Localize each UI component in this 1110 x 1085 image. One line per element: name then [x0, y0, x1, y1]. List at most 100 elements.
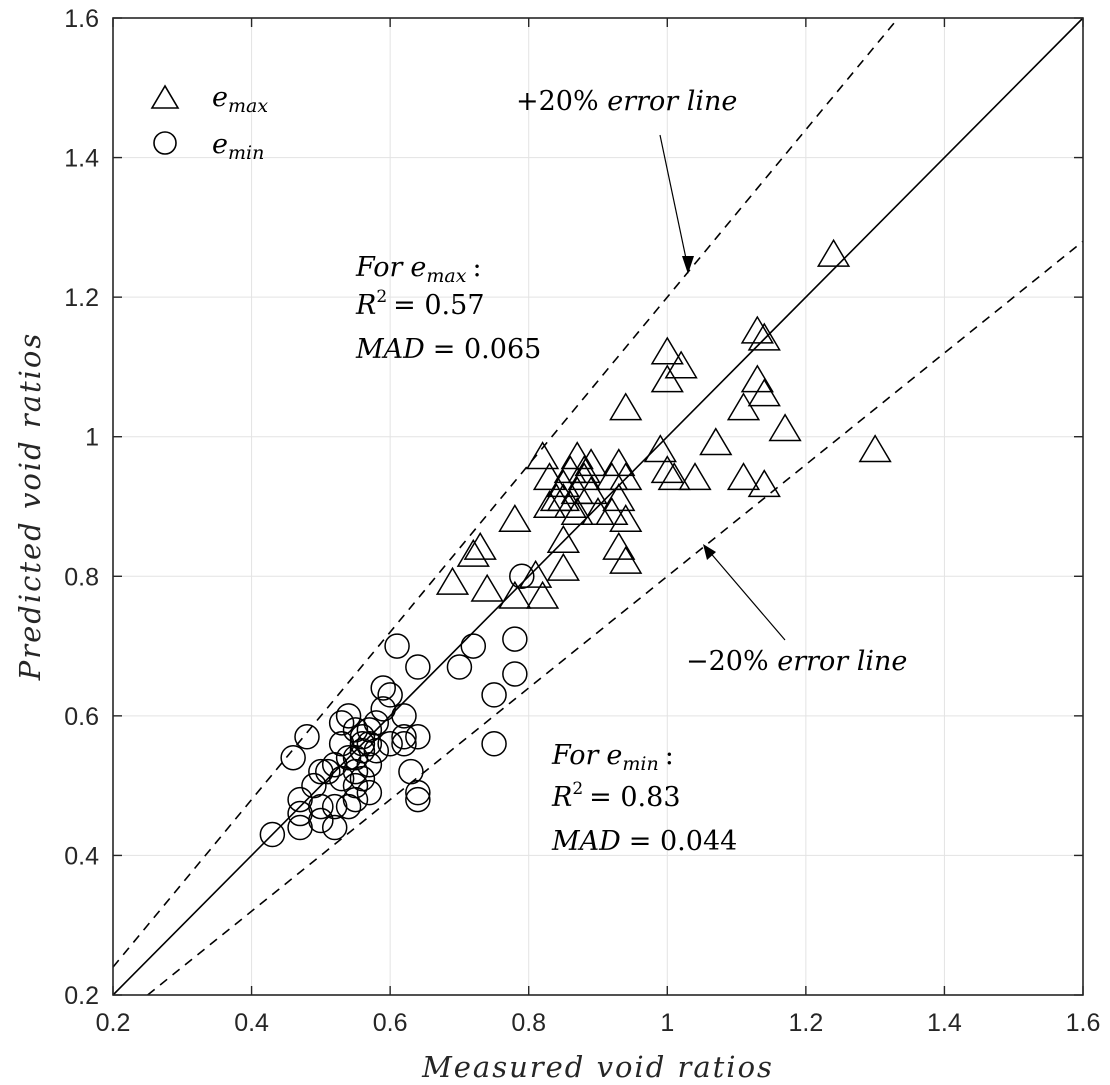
- reference-lines: [112, 17, 1084, 996]
- emin-point: [349, 731, 376, 757]
- legend-triangle-marker: [150, 84, 180, 109]
- emax-point: [650, 364, 684, 393]
- annotation-arrows: [659, 134, 786, 641]
- emin-point: [370, 696, 396, 722]
- emax-point: [567, 455, 601, 484]
- emax-point: [532, 490, 567, 519]
- y-tick-label: 0.4: [64, 842, 99, 870]
- minus-20-error-line: [147, 240, 1084, 996]
- emin-point: [481, 731, 507, 757]
- plus-20-error-line-label: +20% error line: [516, 86, 737, 117]
- emax-point: [525, 441, 560, 470]
- emin-point: [342, 758, 369, 785]
- emax-point: [768, 413, 802, 442]
- emin-point: [342, 786, 369, 813]
- emax-point: [747, 378, 781, 407]
- x-tick-label: 0.8: [511, 1009, 546, 1037]
- emax-point: [498, 580, 532, 609]
- emin-point: [377, 682, 403, 708]
- emax-point: [726, 392, 761, 421]
- emin-point: [287, 786, 313, 813]
- emin-point: [287, 800, 313, 827]
- emax-point: [664, 350, 698, 379]
- emin-point: [405, 779, 431, 806]
- emax-point: [532, 462, 567, 491]
- y-tick-label: 1.2: [64, 284, 99, 312]
- emax-point: [650, 455, 684, 484]
- x-tick-label: 1.4: [927, 1009, 962, 1037]
- emin-point: [328, 710, 355, 736]
- emin-point: [321, 751, 348, 778]
- emin-point: [509, 563, 535, 590]
- emin-point: [294, 724, 320, 750]
- emax-point: [609, 462, 643, 491]
- emin-point: [370, 675, 396, 701]
- emin-point: [391, 731, 417, 757]
- legend: emax emin: [150, 82, 268, 164]
- emax-point: [609, 392, 643, 421]
- x-tick-label: 1: [660, 1009, 674, 1037]
- y-axis-label: Predicted void ratios: [13, 332, 47, 682]
- emin-point: [405, 724, 431, 750]
- x-tick-label: 0.4: [234, 1009, 269, 1037]
- x-tick-label: 0.6: [373, 1009, 408, 1037]
- x-tick-label: 0.2: [96, 1009, 131, 1037]
- svg-text:R2= 0.83: R2 = 0.83: [551, 779, 681, 813]
- emin-point: [405, 786, 431, 813]
- emax-point: [650, 336, 684, 365]
- one-to-one-line: [112, 17, 1084, 996]
- emax-point: [546, 483, 580, 512]
- x-tick-label: 1.2: [788, 1009, 823, 1037]
- legend-label-emin: emin: [212, 129, 264, 164]
- emin-point: [502, 661, 528, 687]
- emin-point: [280, 744, 306, 771]
- emax-point: [553, 490, 587, 519]
- emax-point: [463, 531, 497, 560]
- emin-point: [308, 807, 334, 834]
- emax-point: [560, 497, 594, 526]
- y-tick-label: 0.6: [64, 703, 99, 731]
- emax-stats: For emax: R2 = 0.57 MAD = 0.065: [355, 252, 541, 365]
- emin-point: [321, 793, 348, 820]
- emin-point: [384, 633, 410, 659]
- emax-point: [747, 469, 781, 498]
- emin-point: [308, 758, 334, 785]
- emax-point: [657, 462, 691, 491]
- legend-label-emax: emax: [212, 82, 268, 117]
- emin-point: [308, 793, 334, 820]
- emin-point: [328, 765, 355, 792]
- emax-point: [678, 462, 712, 491]
- emin-point: [356, 731, 383, 757]
- emax-point: [609, 503, 643, 533]
- x-axis-label: Measured void ratios: [421, 1050, 774, 1084]
- plot-frame: [112, 17, 1084, 996]
- emax-point: [567, 462, 601, 491]
- emin-point: [259, 821, 286, 848]
- emax-point: [643, 434, 677, 463]
- svg-text:MAD= 0.044: MAD = 0.044: [551, 826, 737, 857]
- emax-point: [456, 538, 490, 567]
- emax-point: [699, 427, 733, 456]
- axis-ticks: 0.2 0.4 0.6 0.8 1 1.2 1.4 1.6 0.2 0.4 0.6 0.8 1 1.2 1.…: [64, 5, 1100, 1037]
- emin-point: [446, 654, 473, 680]
- emax-point: [546, 552, 580, 581]
- emax-point: [470, 573, 504, 602]
- emin-point: [391, 724, 417, 750]
- emin-point: [502, 626, 528, 652]
- y-tick-label: 1.4: [64, 145, 99, 173]
- svg-text:R2= 0.57: R2 = 0.57: [355, 287, 485, 321]
- emin-point: [377, 731, 403, 757]
- y-tick-label: 1: [85, 424, 99, 452]
- emax-point: [609, 545, 643, 574]
- emin-stats: For emin: R2 = 0.83 MAD = 0.044: [551, 740, 737, 857]
- emin-point: [481, 682, 507, 708]
- y-tick-label: 1.6: [64, 5, 99, 33]
- emin-point: [315, 758, 341, 785]
- emax-point: [726, 462, 761, 491]
- emin-point: [460, 633, 487, 659]
- minus-20-error-line-label: −20% error line: [686, 646, 907, 677]
- emax-point: [858, 434, 892, 463]
- legend-circle-marker: [153, 131, 177, 155]
